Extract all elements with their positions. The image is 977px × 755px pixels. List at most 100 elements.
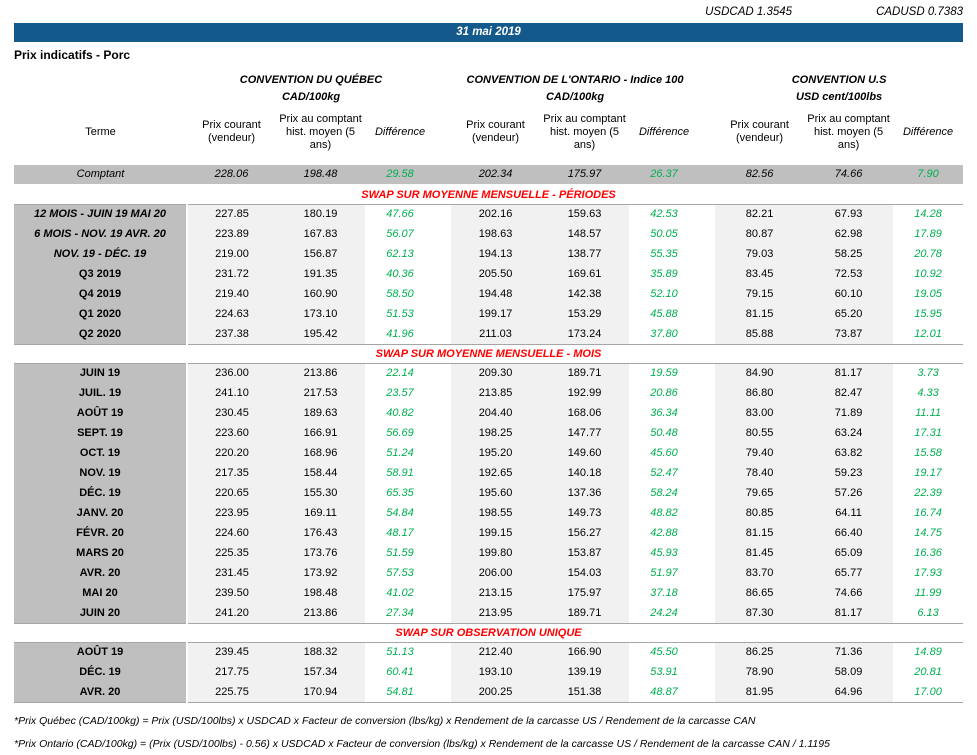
- diff-cell: 6.13: [893, 603, 964, 623]
- diff-cell: 41.02: [365, 583, 436, 603]
- column-gap: [435, 423, 452, 443]
- prix-courant-header: Prix courant (vendeur): [202, 119, 261, 144]
- price-cell: 198.48: [276, 161, 365, 187]
- terme-cell: Q2 2020: [14, 324, 188, 344]
- price-cell: 82.47: [804, 383, 894, 403]
- price-cell: 225.35: [187, 543, 276, 563]
- price-cell: 84.90: [715, 363, 805, 383]
- table-row: JUIN 20 241.20 213.86 27.34 213.95 189.7…: [14, 603, 964, 623]
- column-gap: [435, 603, 452, 623]
- diff-cell: 53.91: [629, 662, 700, 682]
- prix-comptant-header: Prix au comptant hist. moyen (5 ans): [279, 112, 362, 151]
- column-gap: [435, 64, 451, 86]
- price-cell: 81.45: [715, 543, 805, 563]
- table-row: Q4 2019 219.40 160.90 58.50 194.48 142.3…: [14, 284, 964, 304]
- price-cell: 59.23: [804, 463, 894, 483]
- diff-cell: 35.89: [629, 264, 700, 284]
- price-cell: 188.32: [276, 642, 365, 662]
- diff-cell: 58.50: [365, 284, 436, 304]
- table-row: AOÛT 19 230.45 189.63 40.82 204.40 168.0…: [14, 403, 964, 423]
- table-row: Q1 2020 224.63 173.10 51.53 199.17 153.2…: [14, 304, 964, 324]
- price-cell: 142.38: [540, 284, 630, 304]
- column-gap: [699, 161, 716, 187]
- diff-cell: 42.53: [629, 204, 700, 224]
- column-gap: [435, 264, 452, 284]
- table-row: Q2 2020 237.38 195.42 41.96 211.03 173.2…: [14, 324, 964, 344]
- diff-cell: 45.88: [629, 304, 700, 324]
- section-title: SWAP SUR OBSERVATION UNIQUE: [14, 622, 964, 643]
- price-cell: 239.50: [187, 583, 276, 603]
- diff-cell: 20.81: [893, 662, 964, 682]
- price-cell: 239.45: [187, 642, 276, 662]
- price-cell: 137.36: [540, 483, 630, 503]
- terme-header: Terme: [85, 125, 116, 138]
- diff-cell: 50.48: [629, 423, 700, 443]
- empty-cell: [14, 86, 187, 103]
- price-cell: 191.35: [276, 264, 365, 284]
- column-gap: [435, 204, 452, 224]
- diff-cell: 48.82: [629, 503, 700, 523]
- table-row: DÉC. 19 220.65 155.30 65.35 195.60 137.3…: [14, 483, 964, 503]
- price-cell: 206.00: [451, 563, 541, 583]
- price-cell: 176.43: [276, 523, 365, 543]
- difference-header: Différence: [374, 125, 426, 138]
- terme-cell: OCT. 19: [14, 443, 188, 463]
- diff-cell: 17.93: [893, 563, 964, 583]
- price-cell: 65.77: [804, 563, 894, 583]
- column-gap: [699, 103, 715, 163]
- diff-cell: 48.87: [629, 682, 700, 703]
- diff-cell: 48.17: [365, 523, 436, 543]
- price-cell: 58.09: [804, 662, 894, 682]
- diff-cell: 45.50: [629, 642, 700, 662]
- empty-cell: [14, 64, 187, 86]
- column-gap: [699, 662, 716, 682]
- prix-comptant-header: Prix au comptant hist. moyen (5 ans): [543, 112, 626, 151]
- terme-cell: Q4 2019: [14, 284, 188, 304]
- price-cell: 72.53: [804, 264, 894, 284]
- diff-cell: 24.24: [629, 603, 700, 623]
- spot-row: Comptant 228.06 198.48 29.58 202.34 175.…: [14, 161, 964, 187]
- table-row: JANV. 20 223.95 169.11 54.84 198.55 149.…: [14, 503, 964, 523]
- price-cell: 160.90: [276, 284, 365, 304]
- price-cell: 80.55: [715, 423, 805, 443]
- diff-cell: 55.35: [629, 244, 700, 264]
- diff-cell: 37.80: [629, 324, 700, 344]
- column-gap: [699, 244, 716, 264]
- terme-cell: JUIN 19: [14, 363, 188, 383]
- price-cell: 189.71: [540, 603, 630, 623]
- price-cell: 202.34: [451, 161, 541, 187]
- terme-cell: JUIN 20: [14, 603, 188, 623]
- price-cell: 223.95: [187, 503, 276, 523]
- price-cell: 83.45: [715, 264, 805, 284]
- price-cell: 170.94: [276, 682, 365, 703]
- group-unit-us: USD cent/100lbs: [795, 91, 883, 103]
- price-cell: 60.10: [804, 284, 894, 304]
- price-cell: 241.10: [187, 383, 276, 403]
- table-row: DÉC. 19 217.75 157.34 60.41 193.10 139.1…: [14, 662, 964, 682]
- price-cell: 225.75: [187, 682, 276, 703]
- column-gap: [435, 224, 452, 244]
- diff-cell: 16.74: [893, 503, 964, 523]
- column-gap: [435, 583, 452, 603]
- price-cell: 213.95: [451, 603, 541, 623]
- diff-cell: 27.34: [365, 603, 436, 623]
- terme-cell: NOV. 19: [14, 463, 188, 483]
- price-cell: 192.65: [451, 463, 541, 483]
- price-cell: 223.60: [187, 423, 276, 443]
- price-cell: 78.40: [715, 463, 805, 483]
- table-row: JUIN 19 236.00 213.86 22.14 209.30 189.7…: [14, 363, 964, 383]
- price-cell: 205.50: [451, 264, 541, 284]
- price-cell: 74.66: [804, 161, 894, 187]
- section-title: SWAP SUR MOYENNE MENSUELLE - PÉRIODES: [14, 185, 964, 205]
- diff-cell: 26.37: [629, 161, 700, 187]
- price-cell: 211.03: [451, 324, 541, 344]
- terme-cell: SEPT. 19: [14, 423, 188, 443]
- price-cell: 86.80: [715, 383, 805, 403]
- diff-cell: 62.13: [365, 244, 436, 264]
- diff-cell: 51.24: [365, 443, 436, 463]
- price-cell: 227.85: [187, 204, 276, 224]
- price-cell: 81.17: [804, 603, 894, 623]
- column-gap: [699, 86, 715, 103]
- column-gap: [435, 543, 452, 563]
- price-cell: 82.21: [715, 204, 805, 224]
